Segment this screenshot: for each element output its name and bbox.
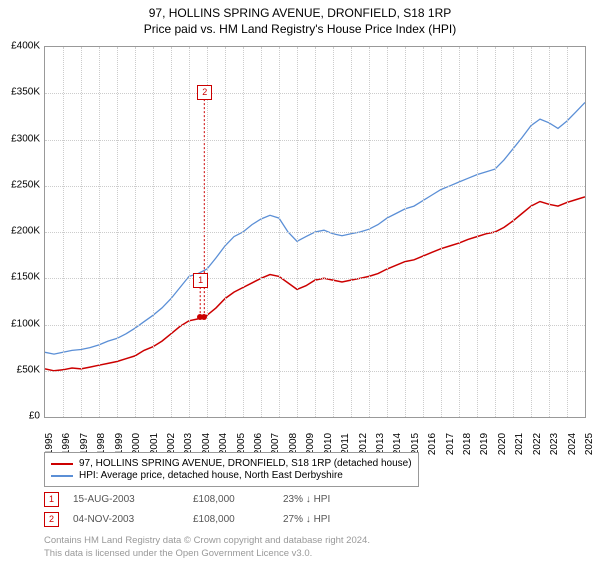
x-tick-label: 2025: [584, 433, 595, 455]
footer-line2: This data is licensed under the Open Gov…: [44, 548, 584, 561]
y-tick-label: £350K: [11, 87, 40, 98]
sale-marker-box: 1: [193, 273, 208, 288]
footer-text: Contains HM Land Registry data © Crown c…: [44, 535, 584, 561]
chart-container: 97, HOLLINS SPRING AVENUE, DRONFIELD, S1…: [0, 0, 600, 560]
y-tick-label: £100K: [11, 318, 40, 329]
sale-date: 15-AUG-2003: [73, 494, 193, 505]
sale-row-marker: 1: [44, 492, 59, 507]
legend-area: 97, HOLLINS SPRING AVENUE, DRONFIELD, S1…: [44, 452, 584, 561]
y-tick-label: £50K: [17, 364, 40, 375]
legend-item: HPI: Average price, detached house, Nort…: [51, 470, 412, 481]
y-axis: £0£50K£100K£150K£200K£250K£300K£350K£400…: [0, 46, 42, 416]
legend-item: 97, HOLLINS SPRING AVENUE, DRONFIELD, S1…: [51, 458, 412, 469]
sale-row: 1 15-AUG-2003£108,00023% ↓ HPI: [44, 492, 584, 507]
y-tick-label: £250K: [11, 179, 40, 190]
sales-list: 1 15-AUG-2003£108,00023% ↓ HPI 2 04-NOV-200…: [44, 492, 584, 527]
y-tick-label: £150K: [11, 272, 40, 283]
sale-date: 04-NOV-2003: [73, 514, 193, 525]
sale-point-dot: [201, 314, 207, 320]
sale-row-marker: 2: [44, 512, 59, 527]
y-tick-label: £300K: [11, 133, 40, 144]
legend-swatch: [51, 475, 73, 477]
title-block: 97, HOLLINS SPRING AVENUE, DRONFIELD, S1…: [0, 0, 600, 36]
chart-plot-area: 12: [44, 46, 586, 418]
x-axis: 1995199619971998199920002001200220032004…: [44, 418, 584, 448]
legend-swatch: [51, 463, 73, 465]
sale-delta: 27% ↓ HPI: [283, 514, 363, 525]
sale-delta: 23% ↓ HPI: [283, 494, 363, 505]
title-subtitle: Price paid vs. HM Land Registry's House …: [0, 22, 600, 36]
legend-label: 97, HOLLINS SPRING AVENUE, DRONFIELD, S1…: [79, 458, 412, 469]
legend-label: HPI: Average price, detached house, Nort…: [79, 470, 343, 481]
sale-marker-box: 2: [197, 85, 212, 100]
sale-price: £108,000: [193, 494, 283, 505]
legend-box: 97, HOLLINS SPRING AVENUE, DRONFIELD, S1…: [44, 452, 419, 487]
y-tick-label: £200K: [11, 226, 40, 237]
y-tick-label: £0: [29, 411, 40, 422]
sale-price: £108,000: [193, 514, 283, 525]
footer-line1: Contains HM Land Registry data © Crown c…: [44, 535, 584, 548]
sale-row: 2 04-NOV-2003£108,00027% ↓ HPI: [44, 512, 584, 527]
title-address: 97, HOLLINS SPRING AVENUE, DRONFIELD, S1…: [0, 6, 600, 20]
y-tick-label: £400K: [11, 41, 40, 52]
